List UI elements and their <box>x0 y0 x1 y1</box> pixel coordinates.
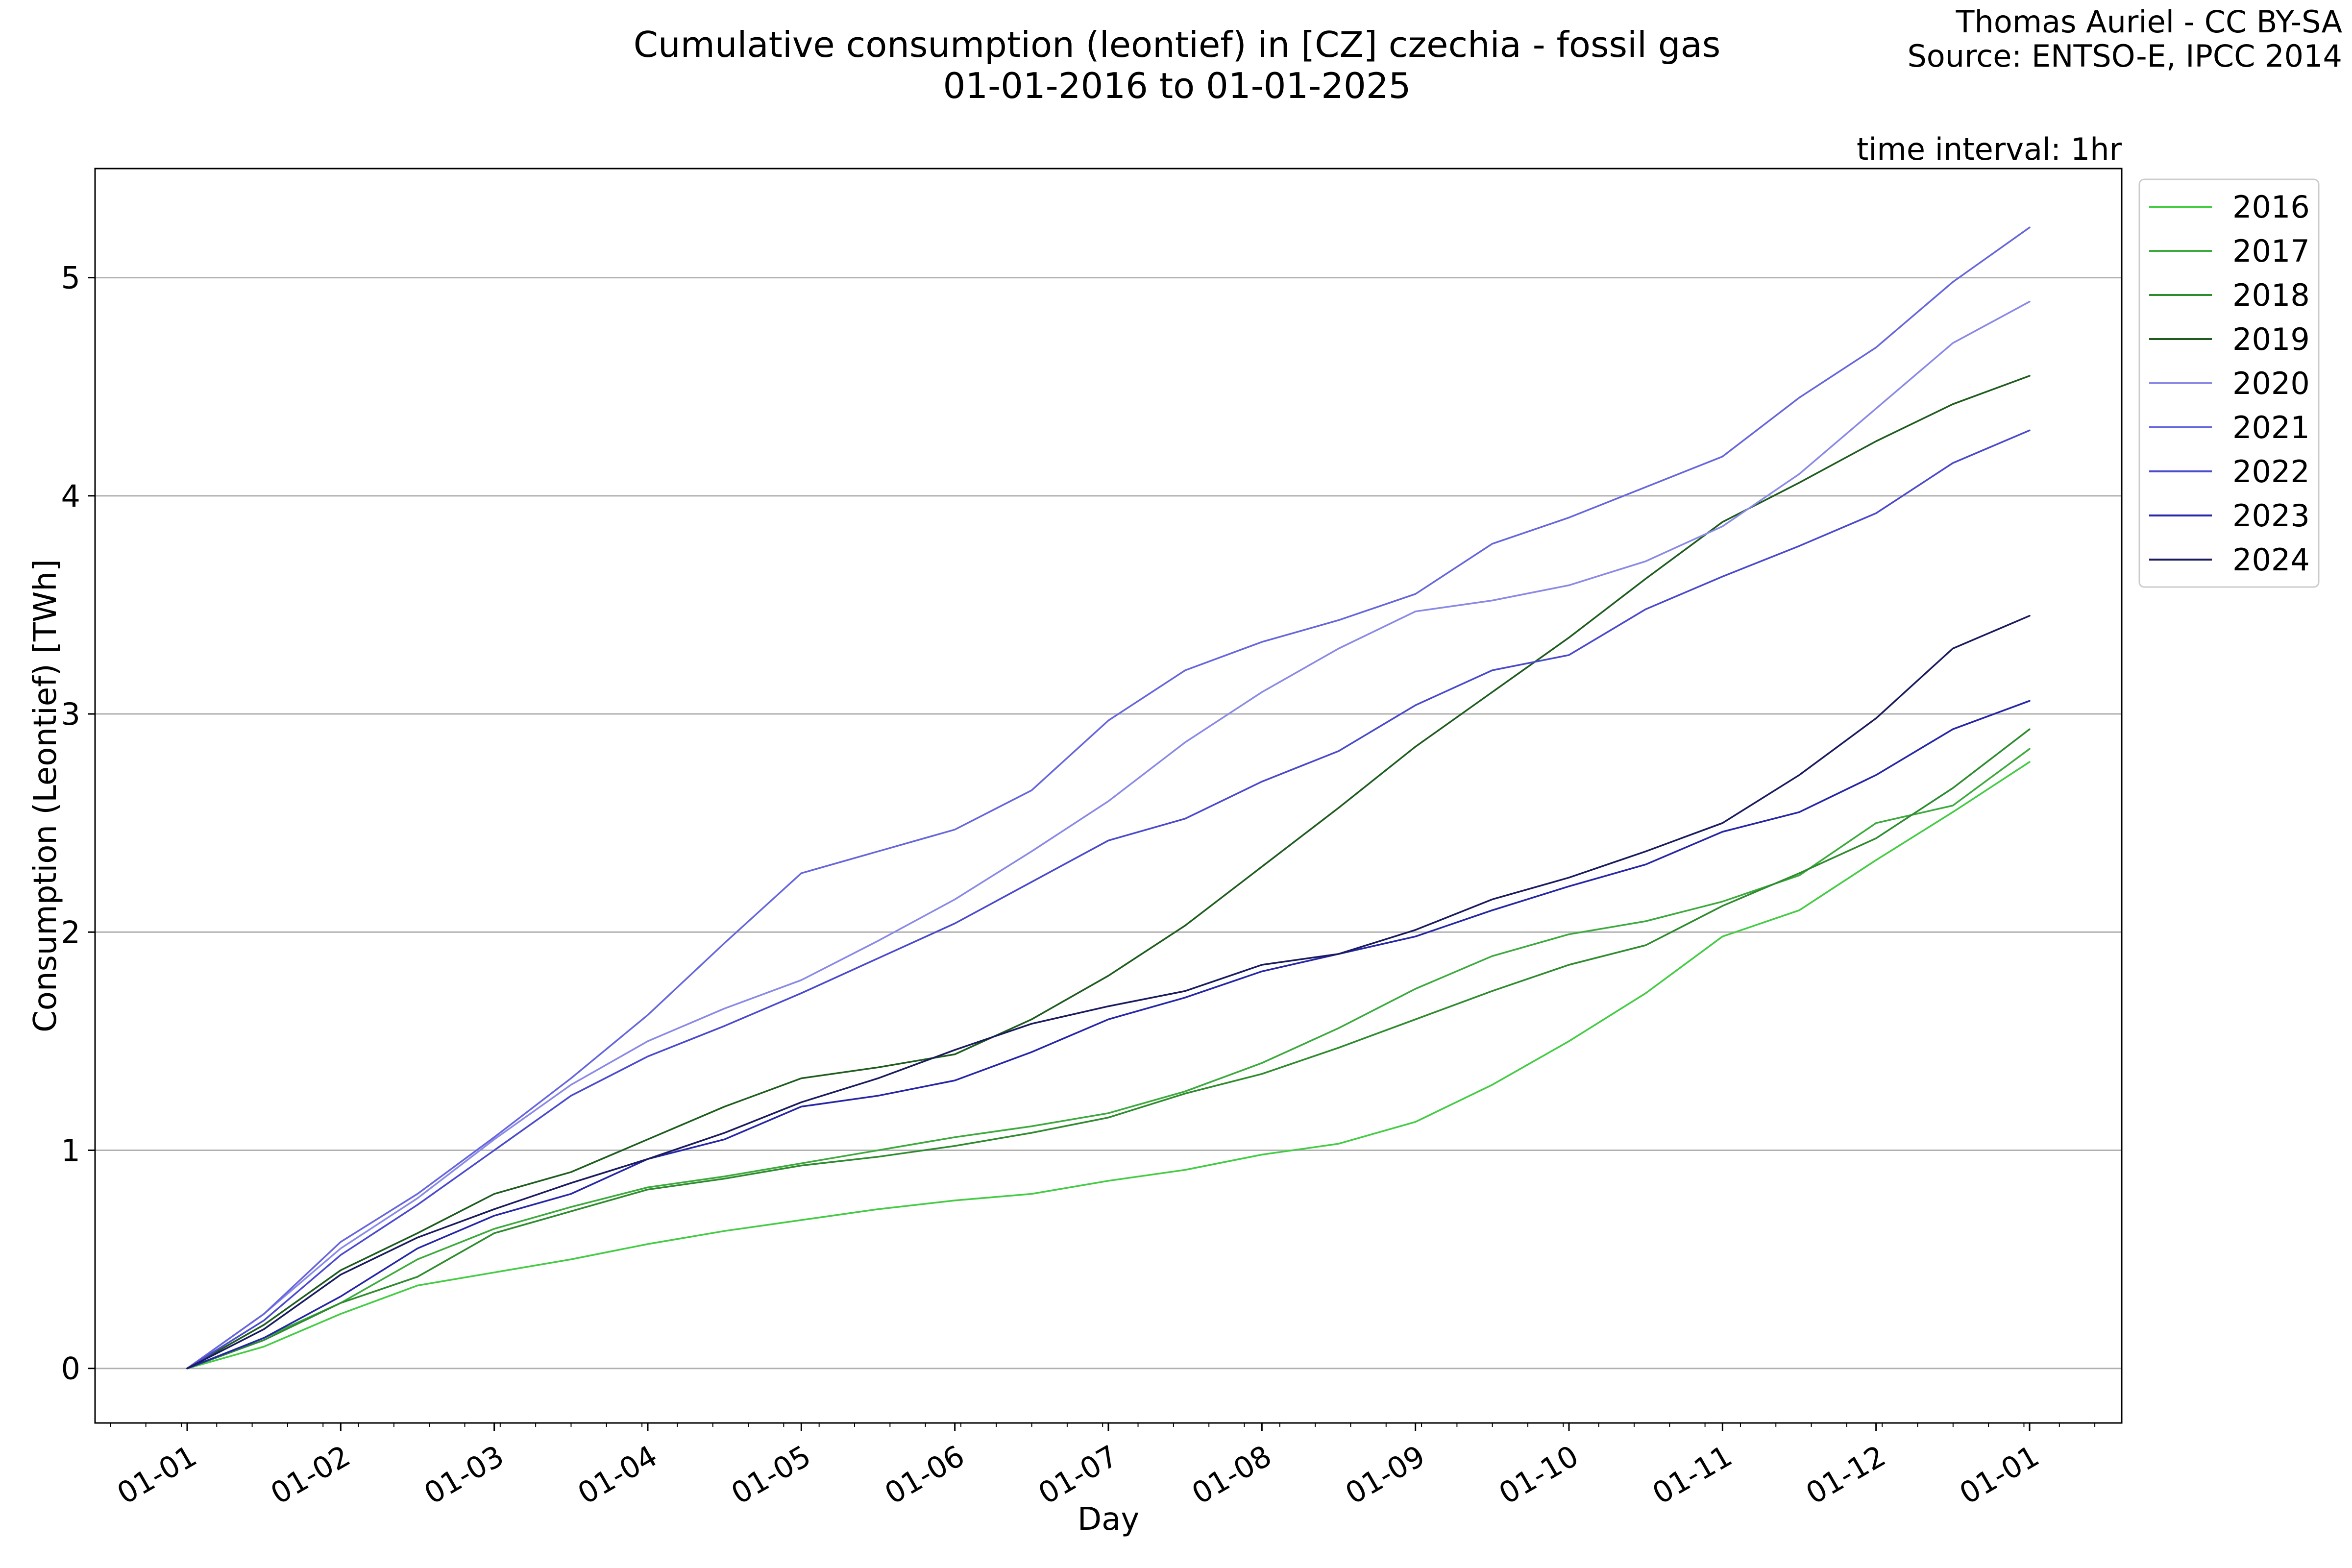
legend-frame <box>2138 178 2320 588</box>
series-line-2021 <box>186 226 2031 1370</box>
y-axis: 0 1 2 3 4 5 <box>61 260 95 1387</box>
legend-label-2018: 2018 <box>2232 277 2310 313</box>
legend-label-2024: 2024 <box>2232 542 2310 578</box>
y-tick-label: 4 <box>61 478 80 514</box>
plot-lines <box>186 226 2031 1370</box>
series-line-2017 <box>186 748 2031 1370</box>
y-tick-label: 3 <box>61 696 80 732</box>
y-tick-label: 2 <box>61 914 80 950</box>
series-line-2018 <box>186 728 2031 1370</box>
legend-label-2020: 2020 <box>2232 366 2310 401</box>
legend: 2016 2017 2018 2019 2020 2021 2022 2023 2024 <box>2138 178 2320 588</box>
y-axis-label: Consumption (Leontief) [TWh] <box>27 559 64 1032</box>
source-text: Source: ENTSO-E, IPCC 2014 <box>1907 38 2342 74</box>
series-line-2022 <box>186 429 2031 1370</box>
legend-label-2019: 2019 <box>2232 321 2310 357</box>
series-line-2020 <box>186 300 2031 1370</box>
legend-label-2016: 2016 <box>2232 189 2310 225</box>
x-axis-label: Day <box>1078 1501 1139 1538</box>
legend-label-2017: 2017 <box>2232 233 2310 269</box>
series-line-2016 <box>186 761 2031 1370</box>
series-line-2024 <box>186 614 2031 1370</box>
legend-label-2021: 2021 <box>2232 410 2310 445</box>
y-tick-label: 0 <box>61 1351 80 1387</box>
time-interval-annotation: time interval: 1hr <box>1857 131 2122 167</box>
y-tick-label: 5 <box>61 260 80 296</box>
y-tick-label: 1 <box>61 1132 80 1168</box>
y-grid <box>95 277 2122 1370</box>
series-line-2019 <box>186 375 2031 1370</box>
chart-title: Cumulative consumption (leontief) in [CZ… <box>634 24 1720 65</box>
legend-label-2023: 2023 <box>2232 498 2310 534</box>
series-line-2023 <box>186 700 2031 1370</box>
legend-label-2022: 2022 <box>2232 454 2310 490</box>
credit-text: Thomas Auriel - CC BY-SA <box>1956 4 2342 40</box>
chart-subtitle: 01-01-2016 to 01-01-2025 <box>943 65 1411 106</box>
